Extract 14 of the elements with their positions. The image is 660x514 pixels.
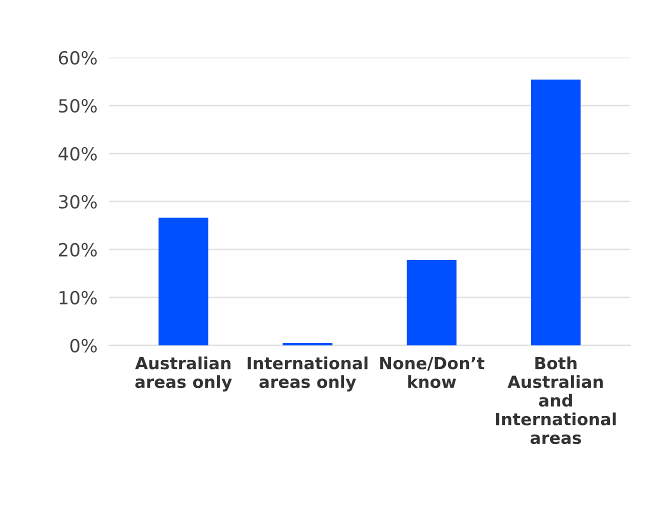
x-tick-label: None/Don’t know [380, 357, 484, 388]
bar [530, 80, 581, 346]
y-tick-label: 40% [58, 146, 97, 161]
y-tick-label: 30% [59, 194, 97, 209]
x-tick-label: Australian areas only [135, 356, 232, 392]
y-tick-label: 60% [58, 51, 97, 65]
bar [158, 218, 208, 346]
bar [406, 260, 456, 346]
y-tick-label: 0% [70, 338, 97, 353]
y-tick-label: 10% [60, 290, 97, 305]
x-tick-label: International areas only [248, 356, 368, 392]
y-tick-label: 20% [58, 242, 97, 257]
x-tick-label: Both Australian and International areas [496, 356, 616, 444]
y-tick-label: 50% [59, 99, 97, 113]
